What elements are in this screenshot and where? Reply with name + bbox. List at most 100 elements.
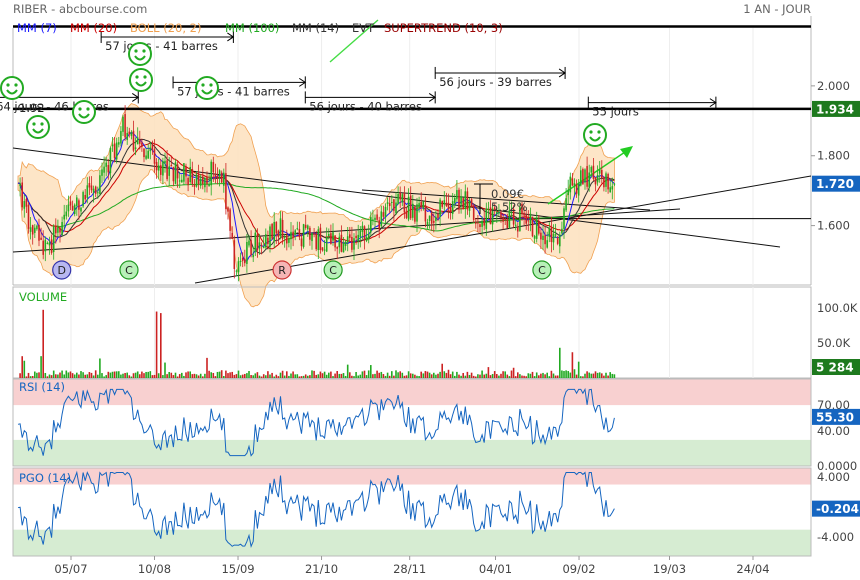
rsi-y-tick-2: 0.0000 [817, 459, 857, 473]
candle-body [359, 230, 362, 238]
volume-panel: VOLUME 100.0K 50.0K 5 284 [12, 286, 860, 379]
count-arrow [428, 92, 437, 102]
volume-bar [487, 367, 490, 378]
pgo-title: PGO (14) [19, 471, 71, 485]
candle-body [86, 185, 89, 198]
volume-bar [40, 356, 42, 378]
count-arrow [131, 92, 140, 102]
resistance-value-tag-box [812, 100, 860, 117]
candle-body [48, 242, 51, 246]
volume-bar [409, 373, 412, 378]
volume-bar [115, 371, 118, 378]
volume-bar [252, 375, 254, 378]
candle-body [69, 201, 72, 206]
candle-body [220, 172, 223, 183]
rsi-y-tick-1: 40.00 [817, 424, 850, 438]
volume-bar [296, 374, 299, 378]
candle-body [401, 194, 404, 203]
volume-bar [384, 375, 387, 378]
volume-bar [374, 373, 376, 378]
volume-bar [120, 374, 122, 378]
candle-body [414, 206, 416, 222]
volume-bar [462, 372, 464, 378]
volume-bar [59, 372, 61, 378]
first-level-label: 1.92 [19, 101, 45, 115]
volume-bar [353, 376, 355, 378]
candle-body [204, 178, 206, 188]
candle-body [277, 230, 280, 237]
candle-body [130, 132, 133, 136]
pgo-line [17, 470, 615, 548]
pgo-last-tag-box [812, 500, 860, 517]
volume-bar [199, 373, 202, 378]
volume-bar [336, 371, 338, 378]
candle-body [430, 212, 433, 224]
candle-body [118, 142, 120, 145]
volume-bar [405, 375, 408, 378]
candle-body [84, 194, 86, 200]
candle-body [598, 169, 601, 174]
candle-body [25, 199, 28, 207]
candle-body [124, 114, 126, 138]
volume-bar [319, 371, 322, 378]
candle-body [231, 232, 233, 239]
legend-item-6: SUPERTREND (10, 3) [384, 21, 503, 35]
smiley-eye-left [32, 122, 36, 126]
volume-bar [355, 372, 357, 378]
candle-body [472, 205, 475, 220]
candle-body [370, 217, 372, 233]
candle-body [170, 164, 173, 167]
volume-bar [141, 371, 143, 378]
candle-body [80, 207, 82, 212]
candle-body [61, 221, 63, 236]
x-tick-2: 15/09 [221, 562, 254, 576]
candle-body [451, 201, 454, 214]
candle-body [23, 201, 26, 209]
candle-body [134, 147, 137, 149]
volume-bar [260, 376, 263, 378]
volume-bar [386, 372, 389, 378]
count-interval-2: 57 jours - 41 barres [172, 76, 307, 98]
volume-bar [105, 375, 107, 378]
volume-bar [233, 374, 236, 378]
volume-bar [218, 371, 221, 378]
volume-bar [197, 375, 200, 378]
volume-bar [44, 372, 47, 378]
volume-bar [586, 371, 588, 378]
volume-bar [437, 373, 439, 378]
volume-bar [527, 373, 530, 378]
volume-bar [542, 372, 544, 378]
candle-body [19, 184, 21, 187]
volume-bar [447, 369, 450, 378]
volume-bar [466, 371, 469, 378]
legend-item-2: BOLL (20, 2) [130, 21, 201, 35]
event-marker-c [323, 260, 343, 280]
volume-bar [170, 372, 173, 378]
volume-bar [235, 374, 238, 378]
count-label-5: 55 jours [592, 105, 639, 119]
volume-bar [416, 375, 418, 378]
volume-bar [344, 375, 347, 378]
volume-bar [561, 370, 563, 378]
candle-body [458, 189, 460, 208]
count-label-2: 57 jours - 41 barres [177, 84, 290, 98]
candle-body [325, 237, 328, 252]
green-trend-line [329, 19, 379, 63]
candle-body [189, 166, 191, 183]
candle-body [115, 142, 118, 160]
rsi-last-tag: 55.30 [816, 410, 854, 424]
volume-bar [321, 373, 324, 378]
volume-bar [273, 376, 275, 378]
volume-bar [340, 373, 343, 378]
count-label-4: 56 jours - 39 barres [439, 75, 552, 89]
volume-bar [468, 374, 471, 378]
candle-body [50, 239, 53, 253]
candle-body [437, 214, 439, 219]
candle-body [388, 203, 391, 207]
volume-bar [36, 372, 38, 378]
volume-bar [277, 376, 280, 378]
candle-body [292, 231, 294, 238]
candle-body [594, 177, 597, 185]
candle-body [323, 249, 326, 251]
smiley-icon [0, 76, 24, 100]
